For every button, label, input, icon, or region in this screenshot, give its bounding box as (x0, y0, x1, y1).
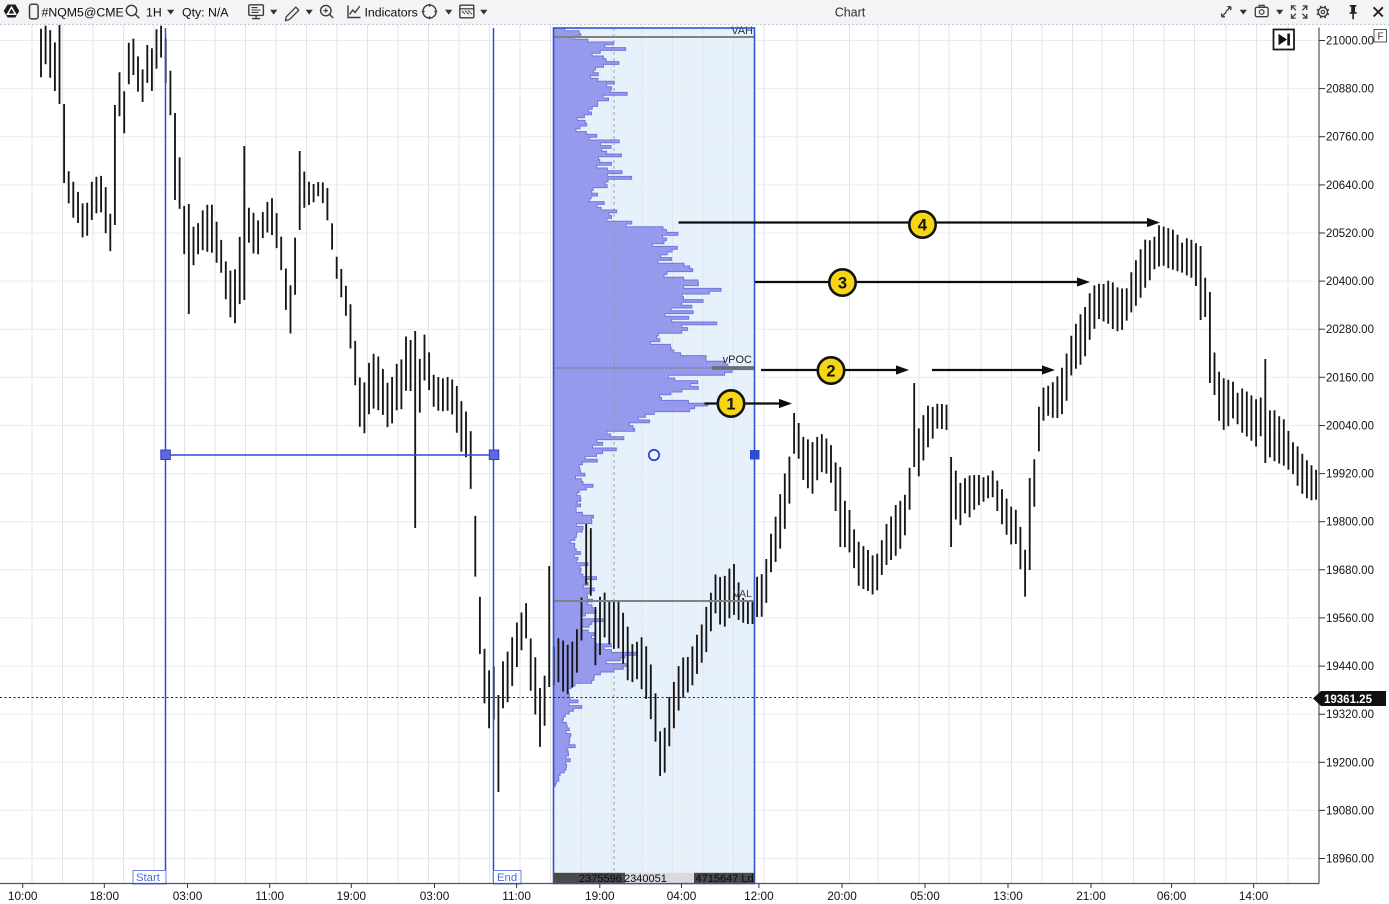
svg-text:20760.00: 20760.00 (1326, 132, 1374, 144)
svg-text:20520.00: 20520.00 (1326, 228, 1374, 240)
svg-text:11:00: 11:00 (255, 889, 284, 903)
svg-text:20640.00: 20640.00 (1326, 180, 1374, 192)
svg-text:20160.00: 20160.00 (1326, 372, 1374, 384)
svg-text:VAL: VAL (733, 588, 752, 600)
svg-text:Indicators: Indicators (365, 6, 418, 20)
svg-text:20040.00: 20040.00 (1326, 421, 1374, 433)
svg-text:Chart: Chart (835, 5, 866, 19)
svg-text:20280.00: 20280.00 (1326, 324, 1374, 336)
svg-text:2375596: 2375596 (579, 873, 622, 885)
svg-text:05:00: 05:00 (910, 889, 940, 903)
svg-text:19320.00: 19320.00 (1326, 709, 1374, 721)
svg-text:3: 3 (838, 275, 847, 293)
svg-text:VAH: VAH (731, 25, 753, 37)
svg-text:11:00: 11:00 (502, 889, 531, 903)
svg-text:vPOC: vPOC (723, 354, 752, 366)
svg-text:21000.00: 21000.00 (1326, 36, 1374, 48)
svg-text:19800.00: 19800.00 (1326, 517, 1374, 529)
svg-text:1H: 1H (146, 6, 162, 20)
svg-text:19080.00: 19080.00 (1326, 805, 1374, 817)
svg-text:13:00: 13:00 (993, 889, 1023, 903)
svg-text:14:00: 14:00 (1239, 889, 1269, 903)
svg-text:4: 4 (918, 217, 928, 235)
svg-text:03:00: 03:00 (173, 889, 203, 903)
svg-text:2: 2 (826, 363, 835, 381)
svg-text:End: End (497, 872, 517, 884)
svg-text:20:00: 20:00 (827, 889, 857, 903)
svg-text:03:00: 03:00 (420, 889, 450, 903)
svg-text:19:00: 19:00 (585, 889, 615, 903)
svg-text:19440.00: 19440.00 (1326, 661, 1374, 673)
svg-text:#NQM5@CME: #NQM5@CME (42, 6, 124, 20)
svg-text:18:00: 18:00 (90, 889, 120, 903)
svg-text:19:00: 19:00 (337, 889, 367, 903)
svg-text:Start: Start (136, 872, 161, 884)
svg-text:4715647 Ld: 4715647 Ld (696, 873, 754, 885)
svg-text:06:00: 06:00 (1157, 889, 1187, 903)
svg-text:20400.00: 20400.00 (1326, 276, 1374, 288)
svg-text:18960.00: 18960.00 (1326, 854, 1374, 866)
svg-text:10:00: 10:00 (8, 889, 38, 903)
svg-text:19680.00: 19680.00 (1326, 565, 1374, 577)
svg-text:19200.00: 19200.00 (1326, 757, 1374, 769)
svg-text:19920.00: 19920.00 (1326, 469, 1374, 481)
svg-text:12:00: 12:00 (744, 889, 774, 903)
svg-text:F: F (1378, 32, 1384, 43)
svg-text:2340051: 2340051 (624, 873, 667, 885)
svg-text:19361.25: 19361.25 (1324, 694, 1373, 706)
svg-text:21:00: 21:00 (1076, 889, 1106, 903)
svg-text:19560.00: 19560.00 (1326, 613, 1374, 625)
svg-text:20880.00: 20880.00 (1326, 84, 1374, 96)
svg-text:04:00: 04:00 (667, 889, 697, 903)
svg-text:1: 1 (726, 396, 735, 414)
svg-text:Qty: N/A: Qty: N/A (182, 6, 229, 20)
